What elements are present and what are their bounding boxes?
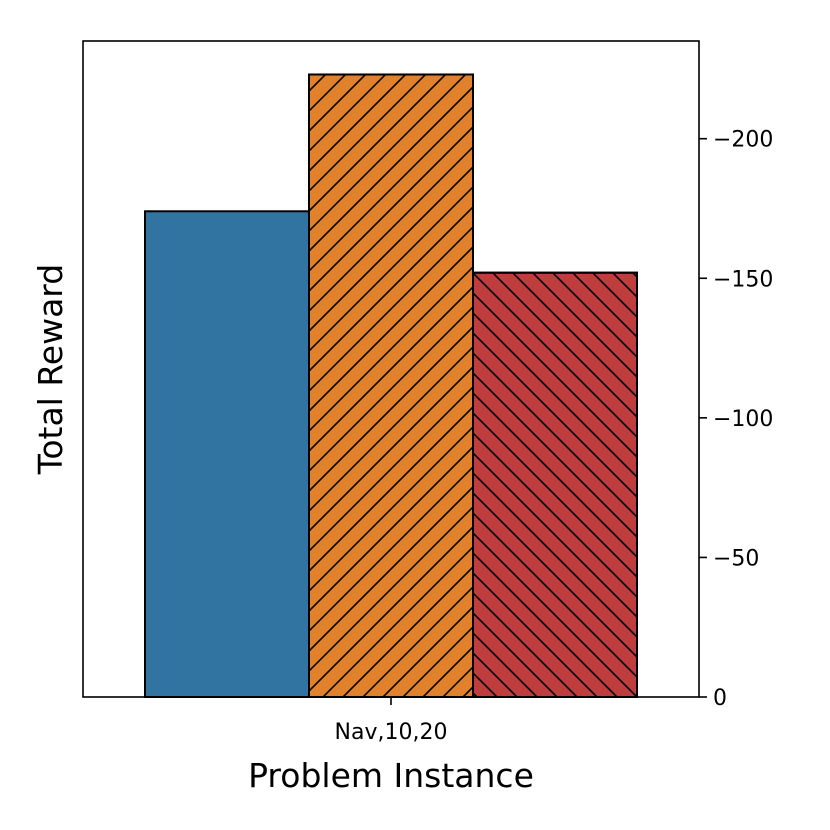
y-tick-label: 0	[713, 686, 727, 711]
bar-hatch-series-3	[472, 271, 638, 698]
y-axis-label: Total Reward	[31, 264, 70, 475]
bar-hatch-series-2	[308, 73, 474, 699]
y-tick-label: −50	[713, 546, 759, 571]
y-tick-label: −100	[713, 407, 773, 432]
x-axis-ticks: Nav,10,20	[335, 697, 448, 745]
y-tick-label: −150	[713, 267, 773, 292]
x-axis-label: Problem Instance	[248, 756, 534, 795]
y-tick-label: −200	[713, 128, 773, 153]
bars-group	[144, 73, 638, 699]
x-tick-label: Nav,10,20	[335, 720, 448, 745]
bar-series-1	[144, 210, 310, 698]
y-axis-ticks: 0 −50 −100 −150 −200	[699, 128, 773, 711]
